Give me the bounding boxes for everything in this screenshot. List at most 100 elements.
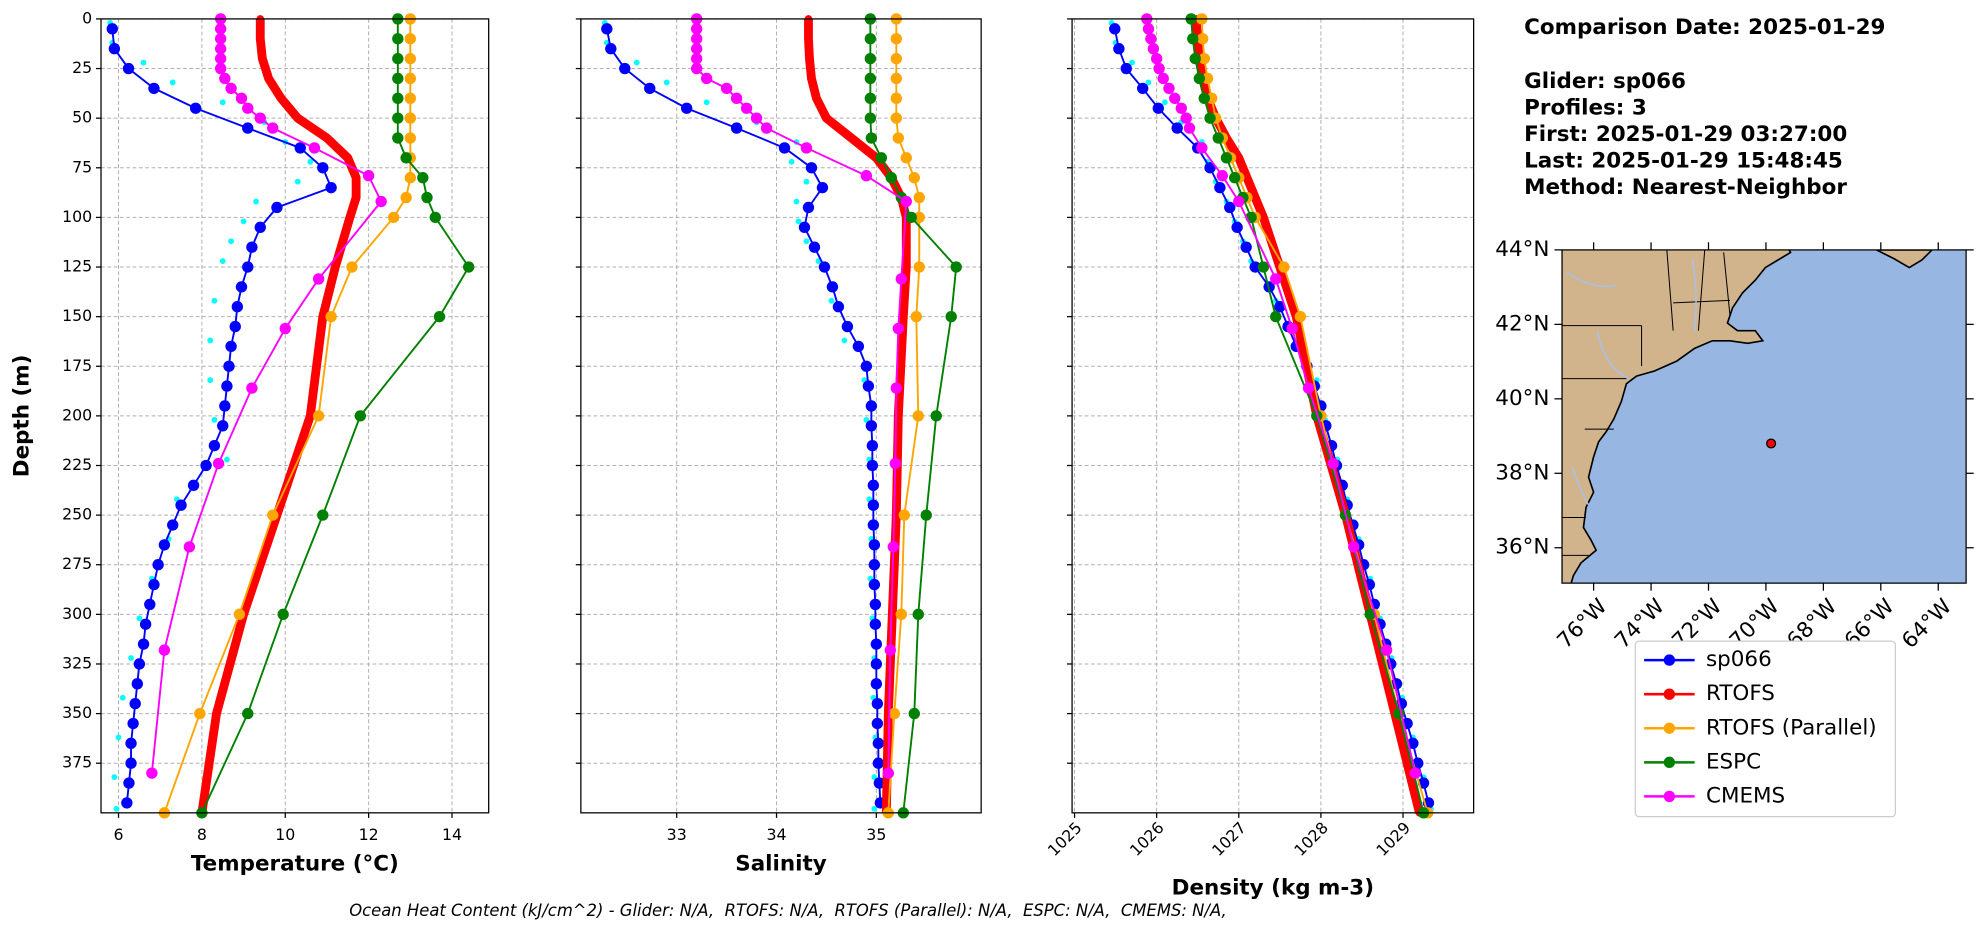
data-point [242, 122, 254, 134]
data-point [930, 410, 942, 422]
data-point [404, 92, 417, 105]
data-point [294, 178, 301, 185]
data-point [148, 578, 160, 591]
data-point [1270, 273, 1282, 285]
data-point [865, 132, 878, 144]
y-tick-label: 200 [62, 405, 92, 424]
data-point [219, 258, 226, 264]
data-point [793, 198, 800, 205]
data-point [229, 320, 241, 333]
y-tick-label: 225 [62, 455, 92, 474]
data-point [703, 99, 710, 106]
data-point [690, 62, 703, 75]
data-point [139, 618, 152, 630]
data-point [1142, 23, 1155, 35]
data-point [950, 261, 962, 273]
map-frame [1561, 249, 1967, 584]
data-point [1231, 221, 1243, 234]
data-point [1212, 132, 1224, 144]
info-line: Comparison Date: 2025-01-29 [1524, 15, 1885, 40]
x-tick-label: 1027 [1208, 818, 1250, 860]
x-tick-label: 64°W [1897, 594, 1957, 654]
x-tick-label: 34 [766, 825, 786, 844]
data-point [871, 697, 884, 710]
x-tick-label: 10 [275, 825, 295, 844]
data-point [1216, 170, 1229, 182]
footer: Ocean Heat Content (kJ/cm^2) - Glider: N… [349, 901, 1227, 920]
data-point [217, 420, 229, 432]
data-point [890, 33, 902, 45]
data-point [246, 382, 258, 394]
data-point [325, 181, 337, 194]
data-point [920, 509, 932, 521]
x-axis-label: Temperature (°C) [191, 852, 399, 877]
data-point [128, 655, 134, 661]
legend-label: CMEMS [1706, 783, 1785, 808]
data-point [317, 162, 329, 174]
data-point [277, 94, 285, 103]
data-point [354, 410, 366, 422]
data-point [123, 777, 135, 789]
info-line: Last: 2025-01-29 15:48:45 [1524, 149, 1843, 174]
data-point [867, 479, 880, 492]
data-point [864, 112, 877, 124]
data-point [233, 608, 246, 621]
legend-marker [1663, 756, 1676, 769]
data-point [841, 320, 854, 333]
data-point [908, 707, 920, 720]
axes-frame [580, 18, 982, 814]
data-point [121, 797, 133, 809]
data-point [307, 158, 314, 165]
data-point [1278, 261, 1290, 273]
data-point [219, 72, 231, 85]
data-point [187, 479, 200, 492]
data-point [115, 734, 122, 741]
plot-area [106, 13, 475, 819]
data-point [1157, 72, 1169, 85]
y-tick-label: 250 [62, 505, 92, 524]
land [1876, 249, 1934, 269]
data-point [888, 707, 900, 720]
data-point [225, 82, 237, 95]
data-point [899, 312, 908, 321]
data-point [375, 195, 387, 208]
data-point [1153, 62, 1165, 75]
axes-frame [1071, 18, 1475, 814]
data-point [325, 310, 337, 323]
data-point [1249, 261, 1261, 273]
x-tick-label: 1026 [1126, 818, 1168, 860]
data-point [913, 261, 925, 273]
data-point [267, 509, 279, 521]
data-point [730, 122, 743, 134]
data-point [890, 52, 902, 65]
y-tick-label: 44°N [1495, 237, 1549, 262]
y-tick-label: 36°N [1495, 535, 1549, 560]
data-point [212, 709, 221, 718]
data-point [868, 559, 881, 571]
data-point [633, 59, 640, 66]
data-point [1145, 33, 1157, 45]
data-point [887, 541, 899, 553]
data-point [605, 43, 617, 55]
data-point [1129, 59, 1135, 66]
data-point [913, 191, 925, 204]
data-point [136, 615, 143, 622]
data-point [214, 62, 227, 75]
data-point [1294, 310, 1307, 323]
data-point [1204, 162, 1216, 174]
data-point [1240, 241, 1252, 253]
data-point [133, 658, 146, 670]
legend-marker [1663, 654, 1676, 666]
data-point [826, 281, 839, 293]
legend-label: sp066 [1706, 647, 1772, 672]
data-point [129, 697, 141, 710]
info-line: Profiles: 3 [1524, 96, 1647, 121]
y-tick-label: 50 [72, 108, 92, 127]
y-tick-label: 42°N [1495, 311, 1549, 336]
data-point [1171, 122, 1183, 134]
data-point [113, 805, 120, 812]
data-point [404, 52, 417, 65]
data-point [214, 43, 227, 55]
data-point [778, 142, 791, 154]
